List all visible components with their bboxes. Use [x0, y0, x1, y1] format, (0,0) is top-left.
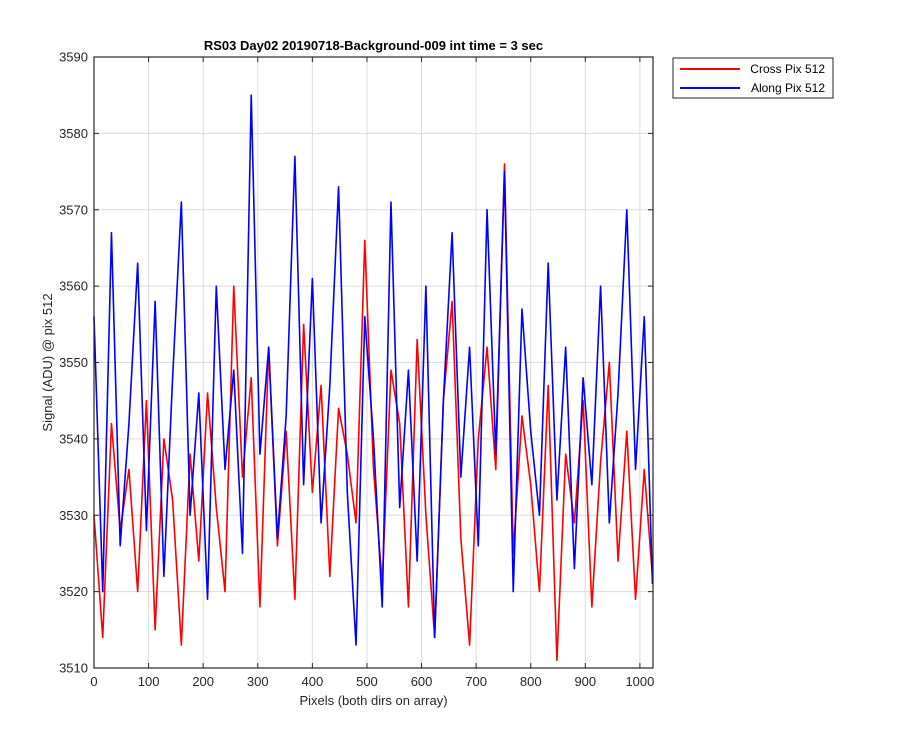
- y-tick-label: 3550: [59, 355, 88, 370]
- y-tick-label: 3570: [59, 202, 88, 217]
- chart-title: RS03 Day02 20190718-Background-009 int t…: [204, 38, 543, 53]
- y-tick-label: 3590: [59, 50, 88, 65]
- y-tick-label: 3530: [59, 508, 88, 523]
- legend: Cross Pix 512 Along Pix 512: [672, 57, 834, 99]
- y-tick-label: 3580: [59, 126, 88, 141]
- x-tick-label: 700: [465, 674, 487, 689]
- legend-label-along: Along Pix 512: [751, 81, 825, 95]
- x-tick-label: 200: [192, 674, 214, 689]
- y-axis-label: Signal (ADU) @ pix 512: [40, 293, 55, 431]
- x-tick-label: 0: [90, 674, 97, 689]
- x-tick-label: 1000: [625, 674, 654, 689]
- x-tick-label: 800: [520, 674, 542, 689]
- series-layer: [93, 94, 654, 662]
- x-tick-label: 900: [574, 674, 596, 689]
- x-tick-label: 500: [356, 674, 378, 689]
- y-tick-label: 3510: [59, 661, 88, 676]
- legend-label-cross: Cross Pix 512: [750, 62, 825, 76]
- axis-ticks: 0 100 200 300 400 500 600 700 800 900 1000 3510 3520…: [59, 50, 654, 690]
- x-axis-label: Pixels (both dirs on array): [299, 693, 447, 708]
- y-tick-label: 3560: [59, 279, 88, 294]
- series-line-cross-pix-512: [93, 163, 654, 662]
- y-tick-label: 3540: [59, 431, 88, 446]
- legend-box: [672, 57, 834, 99]
- series-line-along-pix-512: [93, 94, 654, 646]
- x-tick-label: 100: [138, 674, 160, 689]
- x-tick-label: 400: [302, 674, 324, 689]
- x-tick-label: 600: [411, 674, 433, 689]
- x-tick-label: 300: [247, 674, 269, 689]
- y-tick-label: 3520: [59, 584, 88, 599]
